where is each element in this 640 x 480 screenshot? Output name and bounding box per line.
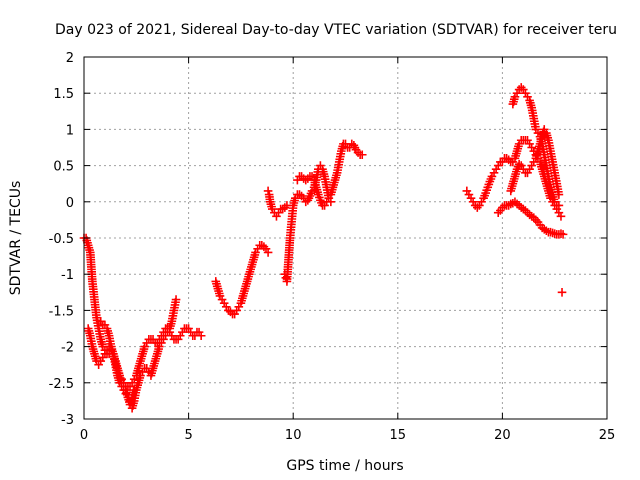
- data-point: [171, 295, 181, 304]
- data-point: [196, 331, 206, 341]
- x-tick-label: 10: [285, 428, 302, 443]
- y-tick-label: -2.5: [49, 377, 74, 392]
- y-tick-label: 1.5: [53, 87, 74, 102]
- y-tick-label: -1.5: [49, 304, 74, 319]
- series-arc-8: [462, 135, 566, 221]
- series-arc-1: [79, 233, 139, 406]
- data-point: [263, 248, 273, 257]
- data-point: [556, 211, 566, 221]
- y-tick-label: -0.5: [49, 232, 74, 247]
- x-axis-label: GPS time / hours: [286, 458, 403, 474]
- x-tick-label: 20: [494, 428, 511, 443]
- series-arc-7: [293, 139, 367, 210]
- chart-title: Day 023 of 2021, Sidereal Day-to-day VTE…: [55, 22, 617, 38]
- x-tick-label: 0: [80, 428, 88, 443]
- y-tick-label: 0: [66, 196, 74, 211]
- series-arc-11: [508, 83, 564, 210]
- y-tick-label: 2: [66, 51, 74, 66]
- x-tick-label: 15: [390, 428, 407, 443]
- data-point: [263, 186, 273, 196]
- data-point: [557, 288, 567, 297]
- y-tick-label: -3: [61, 413, 74, 428]
- x-tick-label: 25: [599, 428, 616, 443]
- data-point: [357, 150, 367, 160]
- y-tick-label: 0.5: [53, 160, 74, 175]
- series-arc-4: [211, 240, 273, 319]
- y-tick-label: -2: [61, 341, 74, 356]
- y-tick-label: 1: [66, 123, 74, 138]
- series-arc-12: [557, 288, 567, 297]
- y-axis-label: SDTVAR / TECUs: [8, 181, 24, 296]
- y-tick-label: -1: [61, 268, 74, 283]
- grid-layer: [84, 57, 607, 419]
- x-tick-label: 5: [184, 428, 192, 443]
- points-layer: [79, 83, 568, 413]
- data-point: [554, 201, 564, 210]
- series-arc-3: [96, 316, 206, 391]
- series-arc-5: [263, 186, 292, 221]
- ticks-layer: 0 5 10 15 20 25 -3 -2.5 -2 -1.5 -1 -0.5 0 0.5 1 1.5 2: [49, 51, 616, 443]
- series-arc-9: [493, 197, 568, 239]
- data-point: [558, 230, 568, 239]
